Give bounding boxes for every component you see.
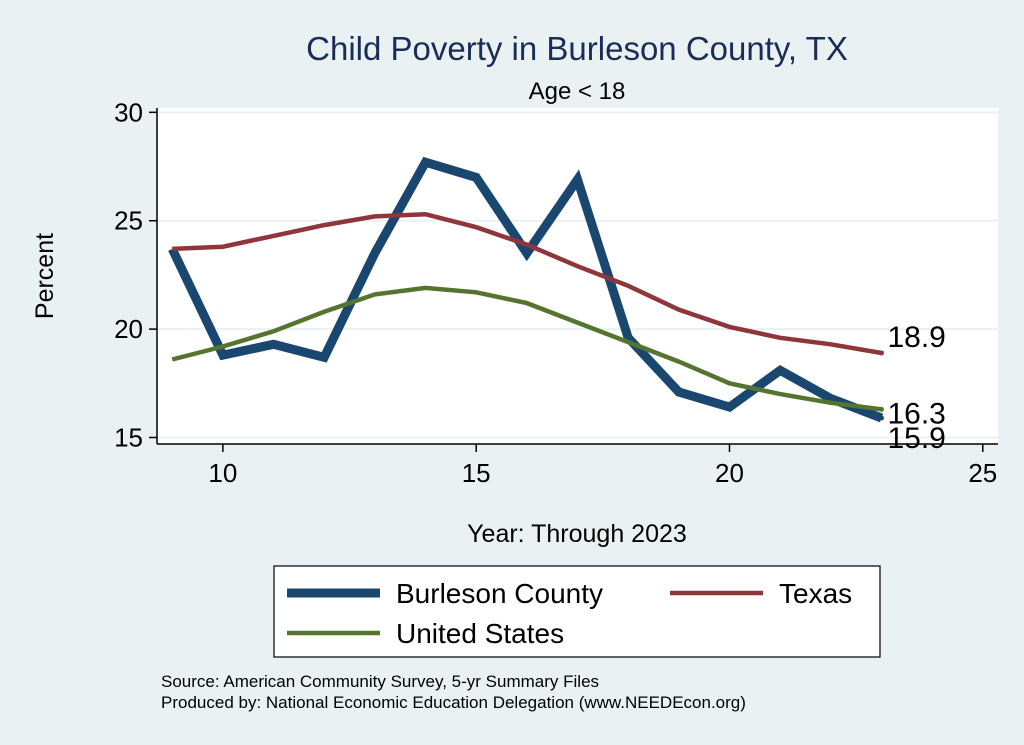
x-tick-label: 25 [968, 458, 997, 488]
end-label-burleson-county: 15.9 [887, 422, 945, 455]
y-tick-label: 30 [114, 97, 143, 127]
series-line-texas [172, 211, 882, 356]
legend-box [273, 565, 881, 658]
chart-subtitle: Age < 18 [529, 78, 626, 105]
y-tick-label: 25 [114, 206, 143, 236]
y-tick-label: 15 [114, 422, 143, 452]
plot-area [157, 108, 998, 444]
end-label-texas: 18.9 [887, 321, 945, 354]
series-lines [168, 156, 884, 423]
x-tick-label: 10 [208, 458, 237, 488]
y-tick-label: 20 [114, 314, 143, 344]
produced-by-note: Produced by: National Economic Education… [161, 693, 746, 712]
series-line-burleson-county [168, 156, 884, 423]
series-line-united-states [171, 285, 882, 412]
axis-ticks: 15 20 25 30 10 15 20 25 [114, 97, 997, 488]
x-tick-label: 20 [715, 458, 744, 488]
legend: Burleson County Texas United States [273, 565, 881, 658]
chart-title: Child Poverty in Burleson County, TX [306, 30, 848, 67]
y-axis-title: Percent [31, 233, 59, 319]
end-point-united-states [878, 406, 884, 412]
end-point-texas [878, 350, 884, 356]
source-note: Source: American Community Survey, 5-yr … [161, 672, 599, 691]
end-labels: 15.9 18.9 16.3 [887, 321, 945, 455]
end-point-burleson-county [878, 415, 884, 421]
grid-lines [157, 111, 998, 439]
legend-label-burleson-county: Burleson County [396, 578, 603, 609]
legend-label-texas: Texas [779, 578, 852, 609]
x-tick-label: 15 [462, 458, 491, 488]
x-axis-title: Year: Through 2023 [467, 520, 687, 548]
legend-label-united-states: United States [396, 618, 564, 649]
end-label-united-states: 16.3 [887, 397, 945, 430]
